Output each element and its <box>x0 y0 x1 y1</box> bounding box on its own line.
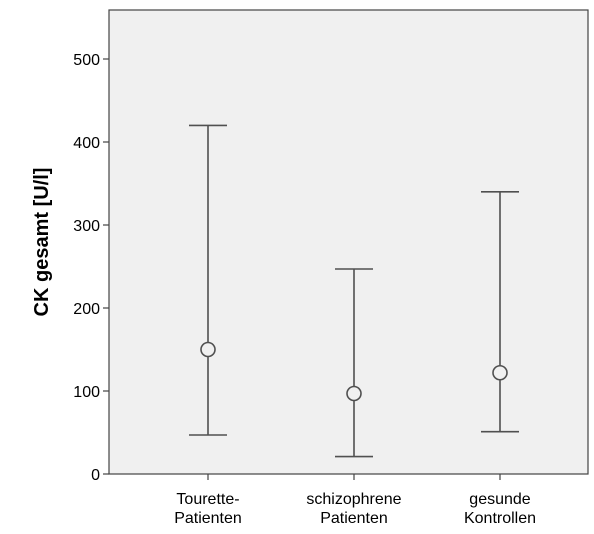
x-tick-label-1: schizophrene Patienten <box>306 491 401 527</box>
x-tick-label-0: Tourette- Patienten <box>174 491 242 527</box>
errorbar-group-0 <box>189 124 227 436</box>
x-tick-label-2: gesunde Kontrollen <box>464 491 536 527</box>
y-tick-label-100: 100 <box>73 384 100 401</box>
x-tick-label-line: Tourette- <box>176 491 239 508</box>
x-tick-label-line: schizophrene <box>306 491 401 508</box>
x-axis: Tourette- Patienten schizophrene Patienten g… <box>174 474 536 527</box>
mean-marker <box>200 341 216 358</box>
y-tick-label-200: 200 <box>73 301 100 318</box>
y-tick-label-500: 500 <box>73 52 100 69</box>
x-tick-label-line: Kontrollen <box>464 510 536 527</box>
mean-marker <box>492 364 508 381</box>
errorbar-group-2 <box>481 191 519 433</box>
y-tick-label-0: 0 <box>91 467 100 484</box>
mean-marker <box>346 385 362 402</box>
y-tick-label-400: 400 <box>73 135 100 152</box>
x-tick-label-line: Patienten <box>174 510 242 527</box>
errorbar-group-1 <box>335 268 373 458</box>
x-tick-label-line: Patienten <box>320 510 388 527</box>
plot-area <box>108 9 589 475</box>
y-axis: 0 100 200 300 400 500 <box>73 52 109 484</box>
y-tick-label-300: 300 <box>73 218 100 235</box>
y-axis-title: CK gesamt [U/l] <box>31 168 53 317</box>
chart-marks <box>189 124 519 458</box>
x-tick-label-line: gesunde <box>469 491 530 508</box>
